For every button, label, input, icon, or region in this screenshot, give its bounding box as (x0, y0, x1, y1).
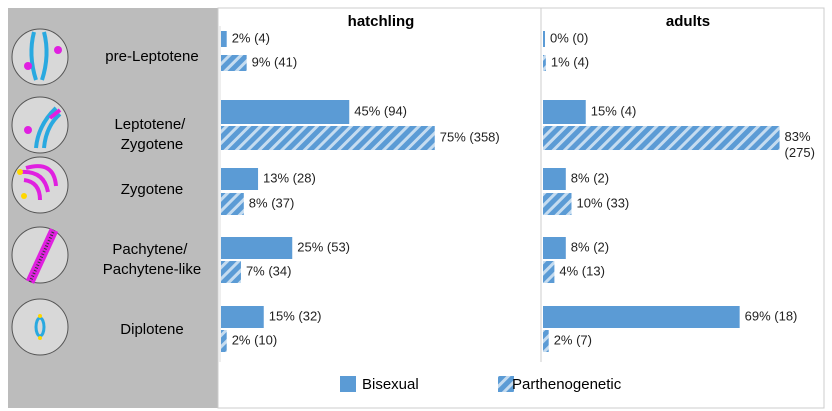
value-label: 75% (358) (440, 129, 500, 144)
bar (543, 193, 572, 215)
bar (543, 31, 545, 47)
value-label: 7% (34) (246, 263, 292, 278)
legend-swatch (340, 376, 356, 392)
bar (221, 330, 227, 352)
bar (543, 100, 586, 124)
bar (543, 306, 740, 328)
panel-title: hatchling (348, 13, 415, 30)
value-label: 69% (18) (745, 308, 798, 323)
bar (221, 126, 435, 150)
bar (543, 237, 566, 259)
bar (221, 261, 241, 283)
value-label: 8% (37) (249, 195, 295, 210)
bar (543, 168, 566, 190)
value-label: 25% (53) (297, 239, 350, 254)
value-label: 1% (4) (551, 54, 589, 69)
value-label: 15% (4) (591, 103, 637, 118)
value-label: 13% (28) (263, 170, 316, 185)
stage-label: Diplotene (120, 321, 183, 338)
value-label: 2% (4) (232, 30, 270, 45)
bar (221, 193, 244, 215)
value-label: 8% (2) (571, 170, 609, 185)
bar (543, 330, 549, 352)
stage-label: pre-Leptotene (105, 48, 198, 65)
cell-icons (11, 28, 69, 356)
bar (221, 237, 293, 259)
plot-frame (217, 7, 825, 409)
bar (543, 55, 546, 71)
stage-label: Zygotene (121, 181, 184, 198)
value-label: 10% (33) (577, 195, 630, 210)
value-label: 45% (94) (354, 103, 407, 118)
stage-label: Leptotene/ Zygotene (114, 116, 189, 153)
legend-label: Bisexual (362, 376, 419, 393)
bar (221, 306, 264, 328)
value-label: 9% (41) (252, 54, 298, 69)
bar (221, 100, 350, 124)
bar (221, 55, 247, 71)
panel-title: adults (666, 13, 710, 30)
value-label: 2% (10) (232, 332, 278, 347)
bar (543, 126, 780, 150)
value-label: 15% (32) (269, 308, 322, 323)
value-label: 4% (13) (559, 263, 605, 278)
legend-label: Parthenogenetic (512, 376, 622, 393)
value-label: 83% (275) (785, 129, 815, 160)
bar (543, 261, 555, 283)
bar (221, 31, 227, 47)
legend-swatch (498, 376, 514, 392)
value-label: 8% (2) (571, 239, 609, 254)
value-label: 0% (0) (550, 30, 588, 45)
value-label: 2% (7) (554, 332, 592, 347)
stage-label: Pachytene/ Pachytene-like (103, 241, 201, 278)
bar (221, 168, 259, 190)
